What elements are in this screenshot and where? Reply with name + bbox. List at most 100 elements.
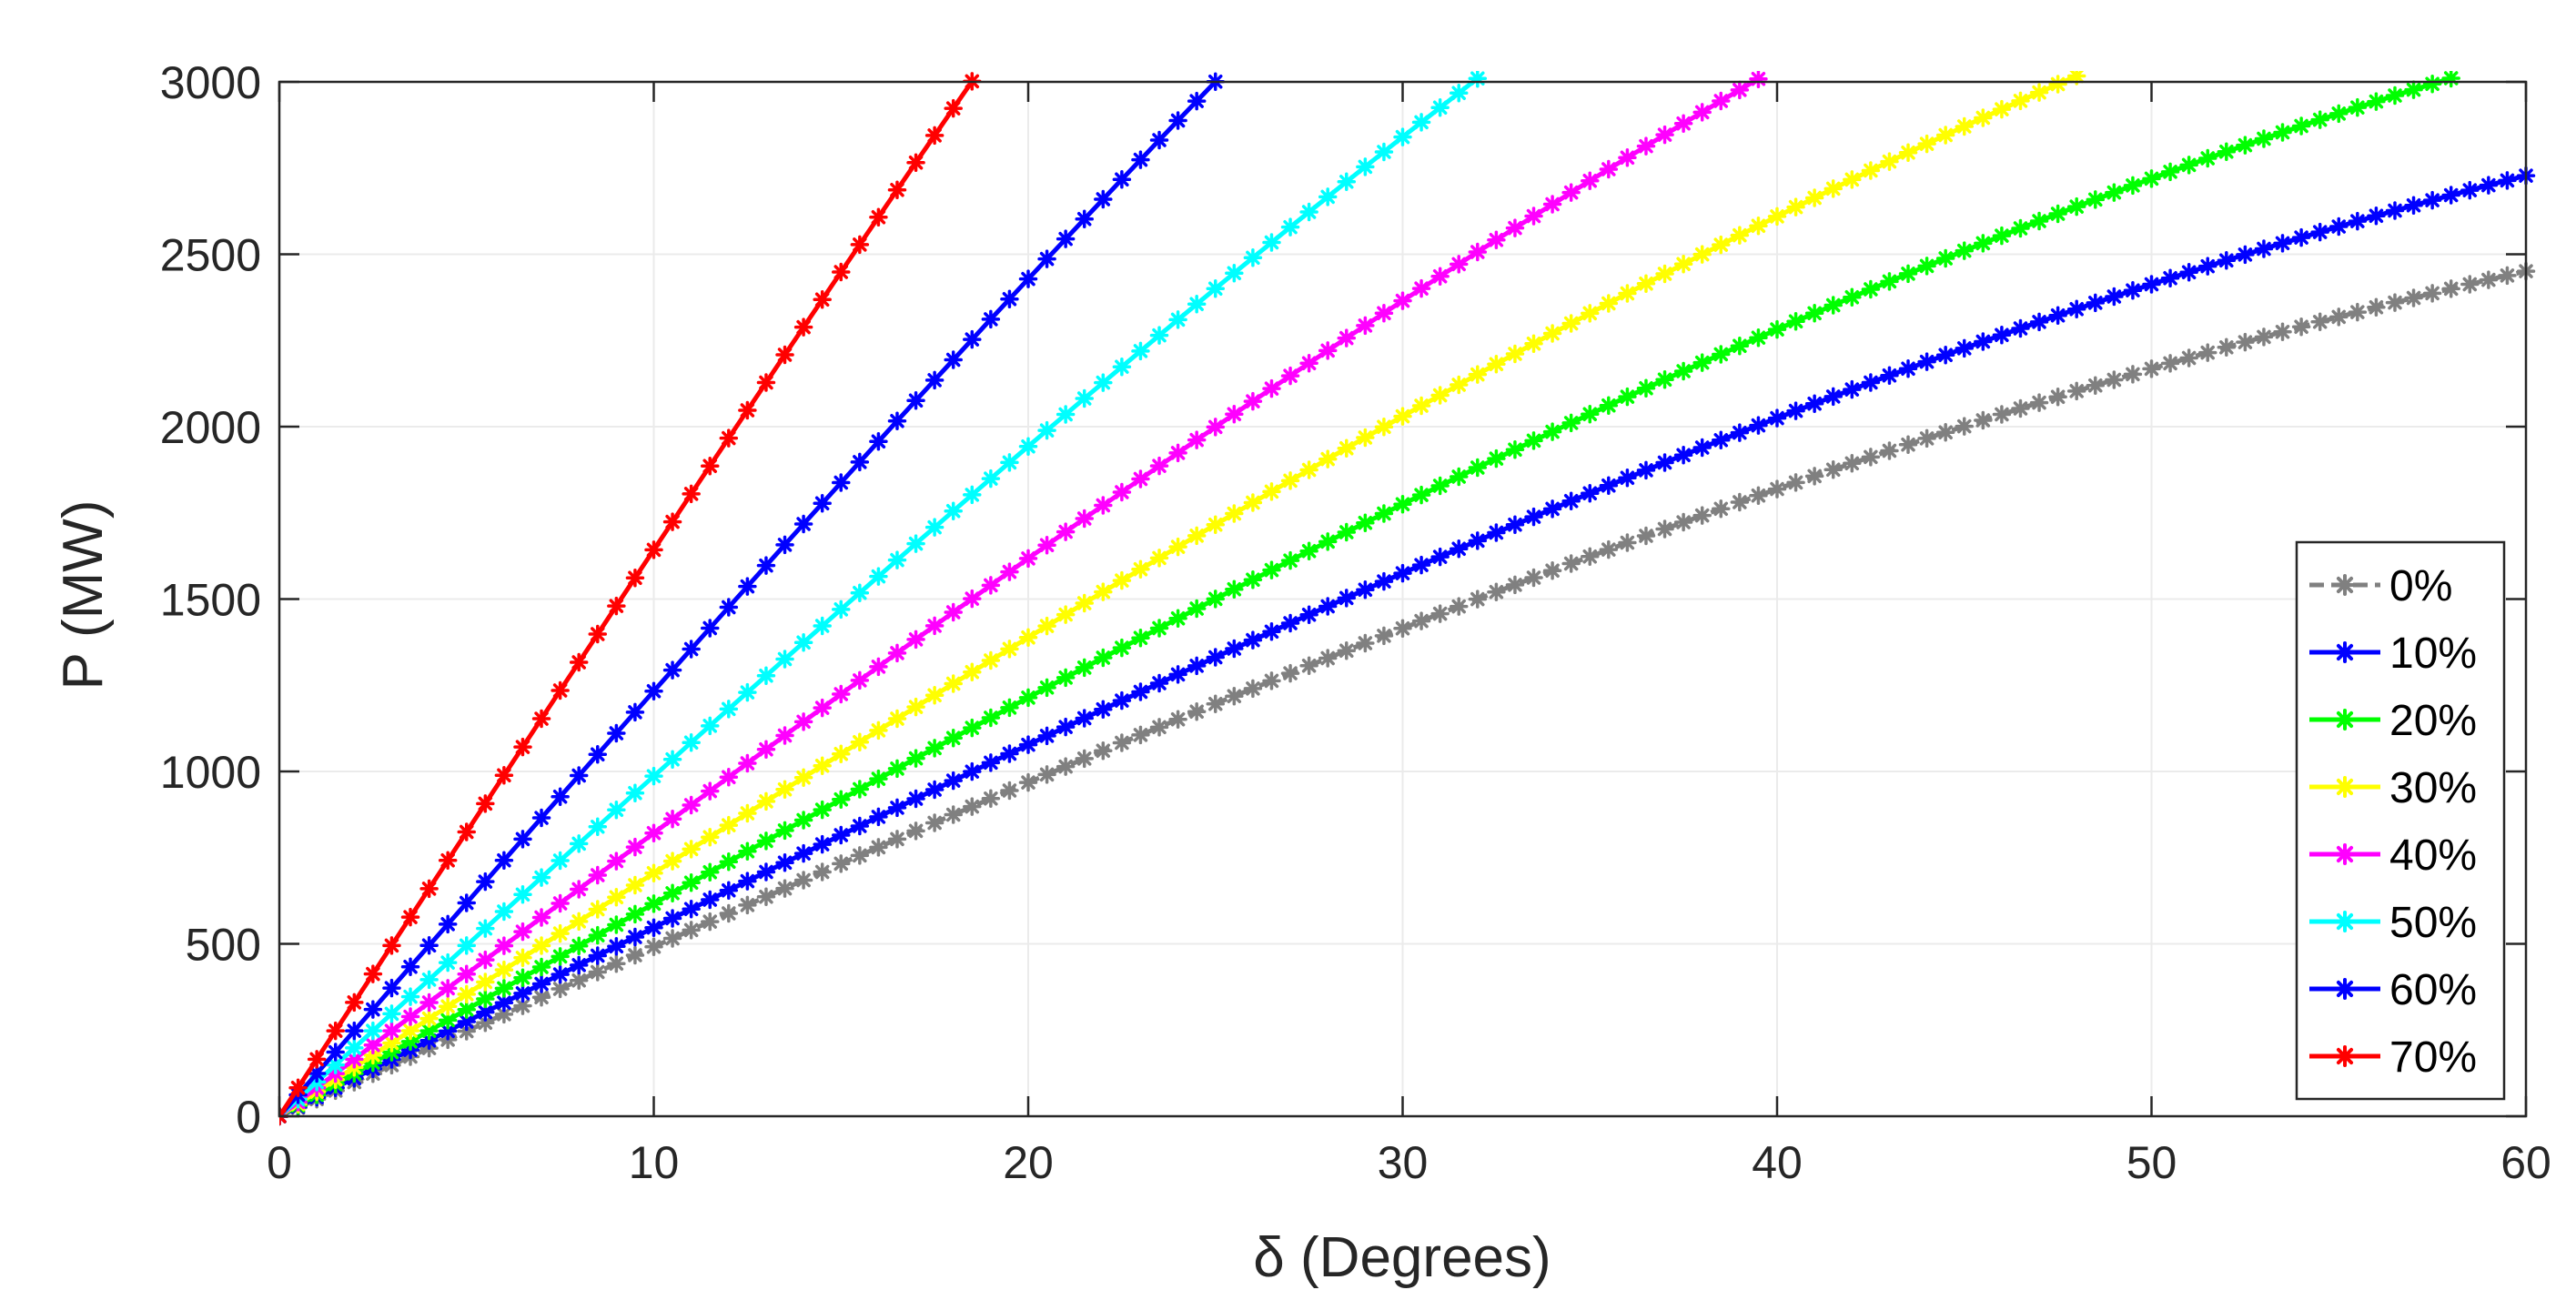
data-point	[1018, 437, 1038, 456]
x-tick-label: 40	[1752, 1137, 1803, 1188]
data-point	[1037, 678, 1056, 698]
data-point	[1749, 71, 1768, 88]
data-point	[906, 534, 925, 553]
data-point	[326, 1021, 345, 1041]
data-point	[832, 744, 851, 763]
data-point	[682, 484, 701, 504]
data-point	[1730, 80, 1750, 100]
data-point	[382, 1033, 401, 1053]
data-point	[944, 350, 963, 369]
data-point	[1374, 626, 1394, 646]
data-point	[1337, 640, 1357, 660]
data-point	[1411, 555, 1431, 575]
data-point	[1337, 172, 1357, 192]
y-tick-label: 0	[236, 1092, 261, 1143]
data-point	[2385, 86, 2405, 106]
data-point	[832, 262, 851, 282]
data-point	[1000, 453, 1019, 472]
data-point	[1056, 717, 1076, 737]
data-point	[2029, 393, 2049, 412]
data-point	[1692, 245, 1712, 264]
data-point	[1786, 401, 1805, 420]
data-point	[662, 660, 682, 680]
data-point	[2048, 75, 2067, 94]
data-point	[924, 518, 945, 537]
legend-swatch-marker	[2334, 641, 2356, 663]
data-point	[832, 854, 851, 873]
legend-label: 30%	[2389, 764, 2477, 812]
data-point	[1880, 152, 1899, 171]
data-point	[1075, 749, 1094, 769]
data-point	[813, 756, 832, 775]
data-point	[2236, 245, 2255, 265]
data-point	[2048, 204, 2067, 224]
data-point	[1823, 460, 1843, 479]
data-point	[1449, 255, 1469, 274]
data-point	[1692, 103, 1712, 122]
data-point	[438, 997, 458, 1016]
data-point	[1898, 143, 1918, 163]
data-point	[2367, 297, 2386, 317]
data-point	[756, 887, 776, 906]
data-point	[1206, 278, 1225, 298]
data-point	[1655, 453, 1674, 472]
data-point	[793, 811, 813, 830]
data-point	[756, 791, 776, 811]
data-point	[1112, 357, 1132, 377]
data-point	[1468, 458, 1488, 478]
data-point	[1542, 422, 1562, 441]
data-point	[2291, 227, 2311, 247]
data-point	[419, 1009, 439, 1028]
data-point	[1131, 341, 1150, 361]
legend-swatch-marker	[2334, 574, 2356, 596]
data-point	[1393, 291, 1412, 310]
data-point	[1075, 209, 1094, 229]
data-point	[1636, 136, 1656, 156]
data-point	[1505, 515, 1525, 535]
data-point	[2160, 354, 2180, 373]
data-point	[494, 902, 514, 922]
data-point	[1131, 682, 1150, 701]
data-point	[607, 596, 626, 616]
data-point	[887, 550, 907, 569]
data-point	[1280, 663, 1300, 683]
data-point	[2310, 110, 2329, 129]
data-point	[1075, 709, 1094, 728]
data-point	[1094, 373, 1113, 392]
data-point	[719, 852, 739, 872]
data-point	[1187, 599, 1207, 619]
legend-item: 50%	[2309, 899, 2477, 947]
data-point	[1149, 326, 1169, 345]
data-point	[963, 589, 982, 609]
data-point	[1243, 630, 1263, 650]
data-point	[1299, 353, 1318, 373]
data-point	[1618, 148, 1637, 167]
data-point	[944, 771, 963, 791]
data-point	[1112, 733, 1132, 752]
data-point	[944, 728, 963, 748]
data-point	[607, 936, 626, 956]
data-point	[1149, 718, 1169, 737]
data-point	[738, 803, 757, 823]
data-point	[775, 535, 794, 555]
data-point	[1075, 593, 1094, 613]
data-point	[2329, 307, 2349, 327]
data-point	[662, 909, 682, 928]
x-tick-label: 50	[2126, 1137, 2177, 1188]
data-point	[1581, 304, 1600, 323]
data-point	[1730, 226, 1750, 245]
data-point	[756, 556, 776, 575]
data-point	[1449, 467, 1469, 487]
data-point	[1992, 99, 2012, 119]
data-point	[1187, 701, 1207, 721]
data-point	[2160, 162, 2180, 182]
data-point	[513, 922, 532, 942]
x-tick-label: 60	[2500, 1137, 2551, 1188]
legend: 0% 10% 20% 30% 40% 50% 60% 70%	[2295, 540, 2506, 1101]
data-point	[832, 825, 851, 845]
data-point	[906, 391, 925, 410]
data-point	[419, 970, 439, 990]
data-point	[981, 789, 1001, 809]
data-point	[400, 957, 420, 976]
series-layer	[279, 71, 2536, 1126]
